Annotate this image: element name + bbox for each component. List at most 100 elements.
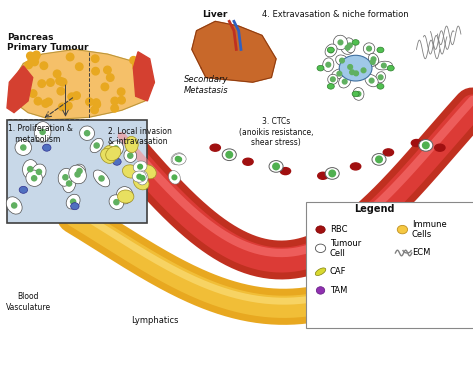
Polygon shape bbox=[7, 66, 33, 112]
Ellipse shape bbox=[352, 68, 361, 79]
Ellipse shape bbox=[43, 144, 51, 151]
Ellipse shape bbox=[352, 91, 359, 97]
Circle shape bbox=[86, 98, 93, 105]
Polygon shape bbox=[192, 21, 276, 82]
Circle shape bbox=[111, 105, 118, 112]
Circle shape bbox=[356, 91, 361, 96]
Circle shape bbox=[33, 51, 40, 59]
Circle shape bbox=[28, 56, 36, 63]
Circle shape bbox=[354, 71, 358, 76]
Text: 2. Local invasion
& intravasation: 2. Local invasion & intravasation bbox=[108, 127, 172, 146]
Ellipse shape bbox=[122, 165, 139, 178]
Ellipse shape bbox=[318, 172, 328, 179]
Ellipse shape bbox=[32, 164, 46, 180]
Ellipse shape bbox=[365, 74, 378, 87]
Circle shape bbox=[367, 46, 372, 51]
Text: Liver: Liver bbox=[202, 10, 228, 19]
Circle shape bbox=[348, 65, 353, 69]
Ellipse shape bbox=[23, 159, 38, 179]
Circle shape bbox=[66, 181, 72, 186]
Text: Secondary
Metastasis: Secondary Metastasis bbox=[183, 75, 228, 95]
Circle shape bbox=[56, 77, 64, 84]
Ellipse shape bbox=[71, 203, 79, 210]
Text: 3. CTCs
(anoikis resistance,
shear stress): 3. CTCs (anoikis resistance, shear stres… bbox=[239, 117, 313, 147]
Ellipse shape bbox=[172, 154, 186, 165]
Ellipse shape bbox=[280, 168, 291, 175]
Text: Lymphatics: Lymphatics bbox=[131, 316, 178, 325]
Circle shape bbox=[376, 156, 383, 163]
Ellipse shape bbox=[364, 43, 375, 54]
Ellipse shape bbox=[334, 35, 347, 50]
Circle shape bbox=[101, 83, 109, 91]
Text: 4. Extravasation & niche formation: 4. Extravasation & niche formation bbox=[262, 10, 409, 19]
Circle shape bbox=[382, 63, 386, 68]
Ellipse shape bbox=[69, 165, 86, 184]
Circle shape bbox=[118, 96, 125, 104]
Text: Tumour
Cell: Tumour Cell bbox=[330, 238, 361, 258]
Circle shape bbox=[91, 55, 99, 62]
Circle shape bbox=[58, 103, 66, 110]
Ellipse shape bbox=[323, 58, 334, 72]
Ellipse shape bbox=[63, 174, 76, 193]
Ellipse shape bbox=[372, 154, 386, 165]
Circle shape bbox=[27, 166, 33, 172]
Circle shape bbox=[330, 77, 335, 82]
Ellipse shape bbox=[316, 287, 325, 294]
Circle shape bbox=[75, 172, 80, 177]
Circle shape bbox=[342, 79, 347, 84]
Ellipse shape bbox=[125, 136, 138, 152]
Circle shape bbox=[31, 58, 38, 66]
Ellipse shape bbox=[435, 144, 445, 151]
Ellipse shape bbox=[419, 140, 433, 151]
Ellipse shape bbox=[269, 161, 283, 172]
Circle shape bbox=[370, 60, 375, 64]
Text: TAM: TAM bbox=[330, 286, 347, 295]
Circle shape bbox=[133, 63, 141, 71]
Circle shape bbox=[347, 43, 352, 48]
Ellipse shape bbox=[134, 176, 149, 190]
Circle shape bbox=[64, 102, 72, 110]
Circle shape bbox=[175, 156, 180, 161]
Circle shape bbox=[59, 79, 67, 86]
Ellipse shape bbox=[116, 187, 133, 204]
Circle shape bbox=[107, 74, 114, 81]
Circle shape bbox=[128, 153, 133, 158]
Circle shape bbox=[172, 175, 177, 180]
Circle shape bbox=[94, 143, 99, 148]
Circle shape bbox=[340, 58, 344, 63]
Circle shape bbox=[40, 62, 47, 69]
Ellipse shape bbox=[132, 171, 146, 182]
Text: Blood
Vasculature: Blood Vasculature bbox=[6, 293, 51, 312]
Circle shape bbox=[36, 169, 42, 174]
Circle shape bbox=[57, 88, 64, 95]
Ellipse shape bbox=[26, 170, 42, 186]
Ellipse shape bbox=[397, 225, 408, 234]
Ellipse shape bbox=[210, 144, 220, 151]
Text: 1. Proliferation &
   metabolism: 1. Proliferation & metabolism bbox=[9, 124, 73, 144]
Circle shape bbox=[73, 92, 80, 99]
Ellipse shape bbox=[358, 65, 369, 76]
Circle shape bbox=[118, 88, 125, 95]
Ellipse shape bbox=[352, 40, 359, 45]
Circle shape bbox=[130, 56, 137, 64]
Circle shape bbox=[68, 93, 75, 100]
Ellipse shape bbox=[338, 75, 351, 88]
Ellipse shape bbox=[328, 74, 338, 84]
Ellipse shape bbox=[103, 145, 116, 162]
Circle shape bbox=[32, 176, 36, 181]
Ellipse shape bbox=[376, 72, 385, 83]
Ellipse shape bbox=[411, 140, 421, 147]
Ellipse shape bbox=[353, 88, 364, 100]
Ellipse shape bbox=[332, 68, 347, 79]
Circle shape bbox=[104, 66, 111, 74]
Ellipse shape bbox=[15, 140, 32, 155]
Polygon shape bbox=[133, 52, 155, 101]
Ellipse shape bbox=[315, 244, 326, 252]
Circle shape bbox=[345, 46, 350, 50]
Text: Pancreas
Primary Tumour: Pancreas Primary Tumour bbox=[7, 33, 89, 53]
Circle shape bbox=[58, 78, 66, 86]
Ellipse shape bbox=[113, 158, 121, 165]
Circle shape bbox=[93, 101, 100, 108]
Circle shape bbox=[133, 61, 140, 69]
Circle shape bbox=[54, 70, 61, 77]
